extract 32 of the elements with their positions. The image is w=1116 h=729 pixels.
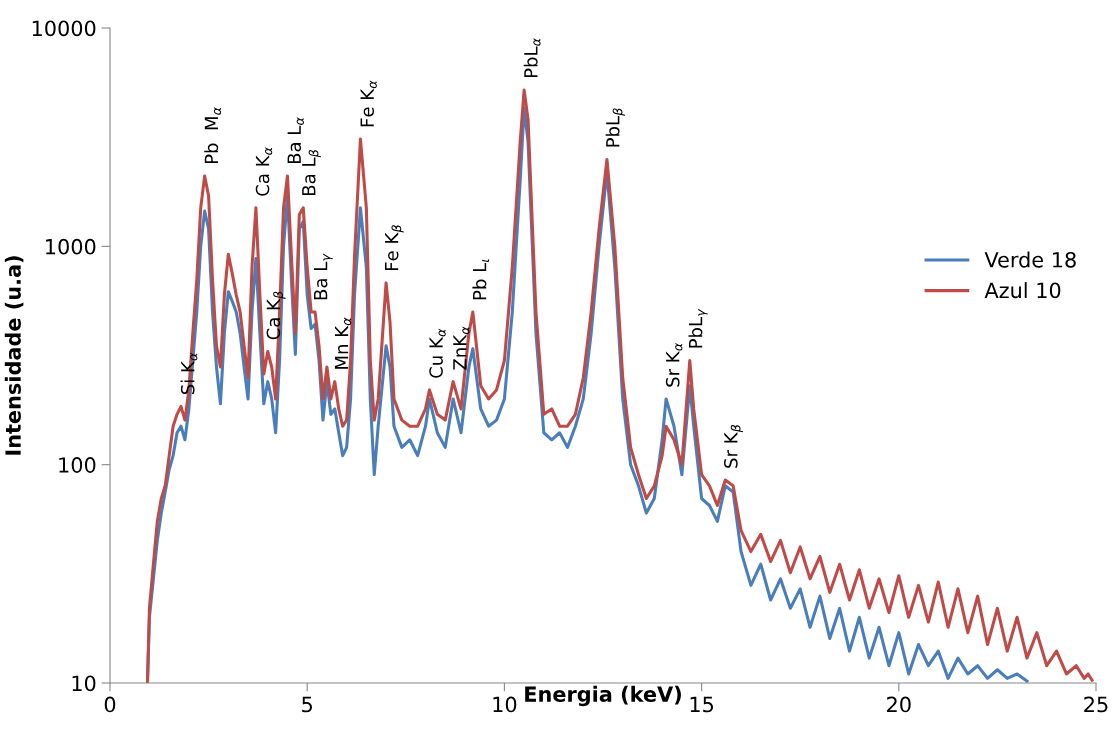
y-tick-label: 1000 <box>46 238 96 255</box>
annotation: PbL$_{γ}$ <box>688 308 708 348</box>
y-tick-label: 10 <box>72 675 96 692</box>
x-axis-title: Energia (keV) <box>525 685 681 707</box>
annotation: Ba L$_{β}$ <box>302 150 321 195</box>
annotation: ZnK$_{α}$ <box>453 326 470 370</box>
annotation: Pb L$_{ι}$ <box>472 259 490 300</box>
annotation: Mn K$_{α}$ <box>334 317 352 369</box>
annotation: Ba L$_{γ}$ <box>314 253 333 300</box>
annotation: Ba L$_{α}$ <box>287 117 304 164</box>
annotation: Fe K$_{α}$ <box>360 80 377 127</box>
y-tick-label: 10000 <box>32 20 96 37</box>
annotation: Sr K$_{β}$ <box>724 425 744 468</box>
annotation: PbL$_{β}$ <box>605 108 625 147</box>
annotation: Pb M$_{α}$ <box>204 107 222 164</box>
annotation: Sr K$_{α}$ <box>665 343 683 387</box>
annotation: Cu K$_{α}$ <box>429 328 446 378</box>
x-tick-label: 20 <box>887 696 911 713</box>
x-tick-label: 10 <box>493 696 517 713</box>
annotation: Ca K$_{β}$ <box>266 291 286 340</box>
annotation: Si K$_{α}$ <box>180 352 198 395</box>
annotation: Fe K$_{β}$ <box>385 225 404 271</box>
annotation: PbL$_{α}$ <box>523 38 541 78</box>
x-tick-label: 5 <box>302 696 313 713</box>
x-tick-label: 25 <box>1084 696 1108 713</box>
annotation: Ca K$_{α}$ <box>255 147 273 196</box>
y-axis-title: Intensidade (u.a) <box>4 256 24 455</box>
legend-label: Verde 18 <box>984 251 1076 268</box>
x-tick-label: 15 <box>690 696 714 713</box>
y-tick-label: 100 <box>59 457 96 473</box>
x-tick-label: 0 <box>104 696 116 713</box>
legend-label: Azul 10 <box>984 282 1061 299</box>
